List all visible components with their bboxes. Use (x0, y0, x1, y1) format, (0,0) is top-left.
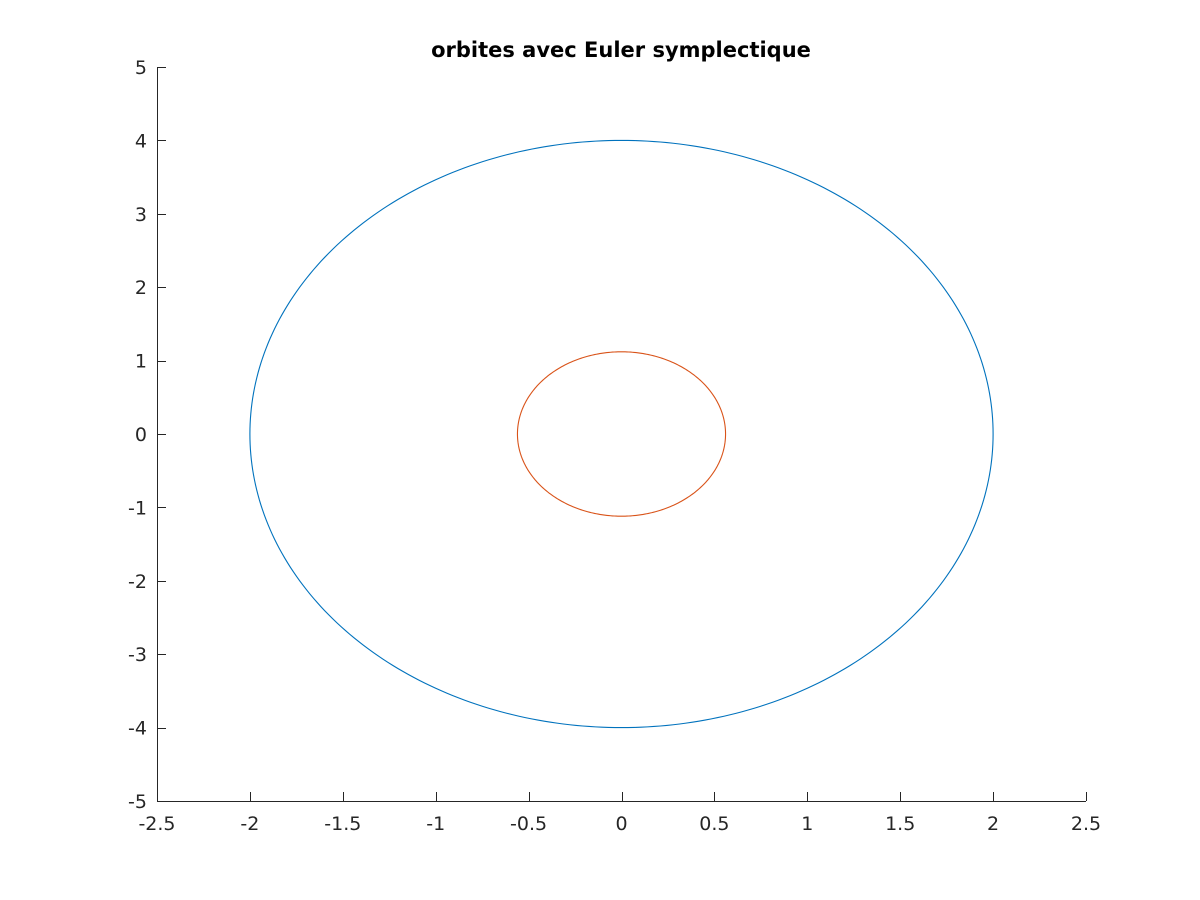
x-tick-label: -1 (426, 813, 445, 835)
y-tick-label: 4 (135, 130, 147, 152)
x-tick-label: 2 (987, 813, 999, 835)
x-tick-label: 2.5 (1071, 813, 1101, 835)
y-tick-label: 0 (135, 424, 147, 446)
x-tick-label: 1 (801, 813, 813, 835)
y-tick-label: -3 (128, 644, 147, 666)
y-tick-label: 5 (135, 57, 147, 79)
chart-title: orbites avec Euler symplectique (431, 38, 811, 62)
x-tick-label: -1.5 (324, 813, 361, 835)
x-tick-label: 0 (615, 813, 627, 835)
y-tick-label: -5 (128, 791, 147, 813)
outer-orbit-line (249, 139, 994, 729)
x-tick-label: -2.5 (138, 813, 175, 835)
y-tick-label: -2 (128, 571, 147, 593)
x-tick-label: -2 (240, 813, 259, 835)
series-layer (249, 139, 994, 729)
y-tick-label: 3 (135, 204, 147, 226)
x-tick-label: 1.5 (885, 813, 915, 835)
y-tick-label: 2 (135, 277, 147, 299)
tick-layer: -2.5 -2 -1.5 -1 -0.5 0 0.5 1 1.5 2 2.5 -5 -4 -3 -2 -1 0 1… (128, 57, 1101, 835)
y-tick-label: -1 (128, 497, 147, 519)
x-tick-label: 0.5 (699, 813, 729, 835)
x-tick-label: -0.5 (510, 813, 547, 835)
y-tick-label: 1 (135, 351, 147, 373)
y-tick-label: -4 (128, 718, 147, 740)
inner-orbit-line (516, 351, 727, 517)
